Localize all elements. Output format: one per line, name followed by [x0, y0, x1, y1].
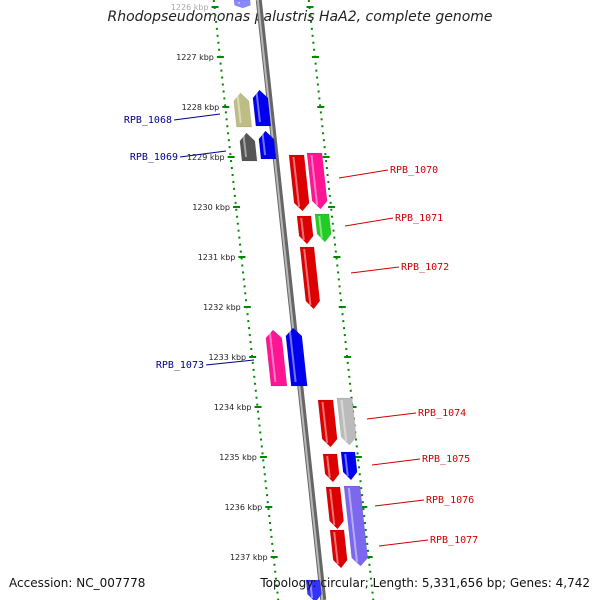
gene-label: RPB_1077 [430, 535, 478, 546]
gene-khaki-1068 [233, 92, 252, 128]
gene-label: RPB_1070 [390, 165, 438, 176]
gene-label: RPB_1069 [130, 152, 178, 163]
kbp-label: 1227 kbp [176, 53, 214, 62]
genome-backbone-highlight [256, 0, 324, 600]
gene-grey-1074-sheen [340, 399, 348, 442]
gene-faded-bottom [305, 579, 322, 600]
gene-label: RPB_1068 [124, 115, 172, 126]
gene-purple-1076 [343, 485, 369, 567]
gene-rpb-1071-sheen [300, 217, 305, 241]
gene-leader-line [173, 113, 221, 121]
kbp-label: 1229 kbp [187, 153, 225, 162]
gene-blue-1075 [340, 451, 358, 481]
gene-pink-1073 [265, 329, 288, 387]
gene-leader-line [205, 359, 255, 366]
gene-rpb-1073 [285, 327, 308, 387]
gene-leader-line [374, 499, 425, 507]
gene-rpb-1068-sheen [255, 91, 261, 123]
gene-grey-1069 [239, 132, 258, 162]
gene-leader-line [344, 217, 394, 227]
gene-grey-1074 [336, 397, 357, 446]
gene-rpb-1075-sheen [326, 455, 331, 479]
gene-rpb-1071 [296, 215, 314, 245]
gene-purple-1076-sheen [347, 487, 358, 563]
gene-label: RPB_1075 [422, 454, 470, 465]
gene-leader-line [378, 539, 429, 547]
kbp-label: 1234 kbp [214, 403, 252, 412]
gene-rpb-1073-sheen [288, 329, 297, 383]
gene-grey-1069-sheen [242, 134, 248, 158]
kbp-label: 1235 kbp [219, 453, 257, 462]
gene-pink-1070-sheen [310, 154, 319, 206]
gene-rpb-1075 [322, 453, 340, 483]
kbp-label: 1236 kbp [225, 503, 263, 512]
gene-khaki-1068-sheen [236, 94, 242, 124]
gene-blue-1075-sheen [344, 453, 349, 477]
gene-rpb-1069 [258, 130, 277, 160]
right-tick-track [307, 0, 375, 600]
left-tick-track [212, 0, 280, 600]
gene-rpb-1072 [299, 246, 321, 310]
gene-rpb-1070-sheen [292, 156, 301, 208]
topology-summary: Topology: circular; Length: 5,331,656 bp… [260, 576, 590, 590]
kbp-label: 1237 kbp [230, 553, 268, 562]
gene-rpb-1074-sheen [321, 401, 329, 444]
gene-green-1071-sheen [318, 215, 323, 239]
gene-rpb-1068 [252, 89, 272, 127]
gene-rpb-1076-sheen [329, 488, 336, 526]
gene-rpb-1070 [288, 154, 310, 212]
kbp-label: 1230 kbp [192, 203, 230, 212]
genome-title: Rhodopseudomonas palustris HaA2, complet… [107, 9, 493, 25]
gene-label: RPB_1071 [395, 213, 443, 224]
gene-leader-line [371, 458, 421, 466]
gene-rpb-1076 [325, 486, 344, 530]
gene-rpb-1074 [317, 399, 338, 448]
gene-leader-line [338, 169, 389, 179]
accession-text: Accession: NC_007778 [9, 576, 146, 590]
gene-pink-1073-sheen [268, 331, 277, 383]
gene-rpb-1077-sheen [333, 531, 339, 565]
kbp-label: 1228 kbp [182, 103, 220, 112]
gene-faded-bottom-sheen [309, 581, 314, 599]
gene-label: RPB_1072 [401, 262, 449, 273]
gene-label: RPB_1076 [426, 495, 474, 506]
gene-rpb-1072-sheen [303, 248, 312, 306]
gene-label: RPB_1074 [418, 408, 466, 419]
gene-label: RPB_1073 [156, 360, 204, 371]
gene-rpb-1069-sheen [261, 132, 267, 156]
kbp-label: 1233 kbp [208, 353, 246, 362]
gene-faded-top [233, 0, 251, 9]
gene-leader-line [366, 412, 417, 420]
gene-rpb-1077 [329, 529, 348, 569]
gene-pink-1070 [306, 152, 328, 210]
gene-green-1071 [314, 213, 332, 243]
kbp-label: 1226 kbp [171, 3, 209, 12]
kbp-label: 1231 kbp [198, 253, 236, 262]
gene-leader-line [350, 266, 400, 274]
gene-leader-line [179, 150, 227, 158]
kbp-label: 1232 kbp [203, 303, 241, 312]
